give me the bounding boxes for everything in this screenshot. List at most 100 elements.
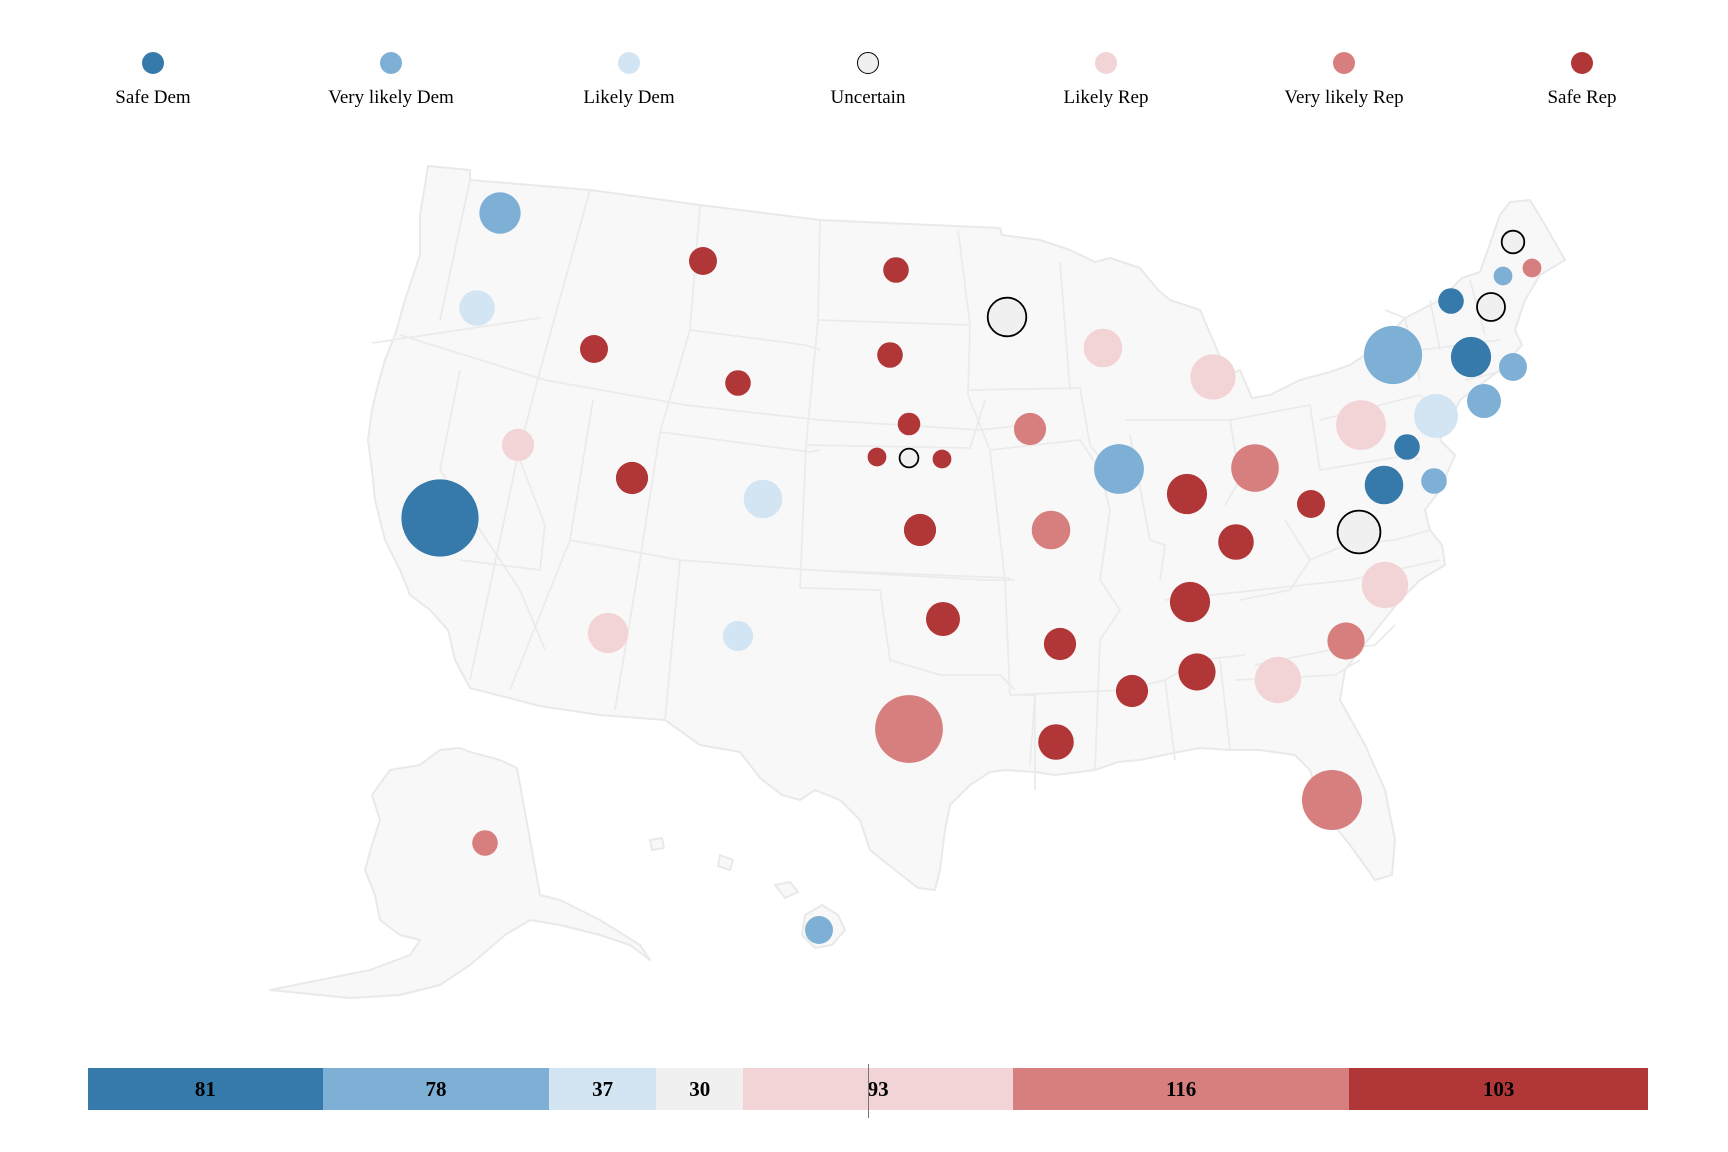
state-circle-mt[interactable]: MT (4): [689, 247, 717, 275]
alaska-outline: [269, 747, 651, 999]
legend-item-likely-dem: Likely Dem: [529, 48, 729, 109]
legend-item-likely-rep: Likely Rep: [1006, 48, 1206, 109]
state-circle-az[interactable]: AZ (11): [587, 612, 629, 654]
state-circle-nh[interactable]: NH (4): [1476, 292, 1506, 322]
legend-label: Safe Dem: [115, 87, 191, 108]
state-circle-wy[interactable]: WY (3): [725, 370, 751, 396]
bar-segment-safe-rep: 103: [1349, 1068, 1648, 1110]
us-map: WA (12) OR (8) CA (54) NV (6) ID (4) MT (4) WY…: [269, 165, 1566, 999]
state-circle-dc[interactable]: DC (3): [1394, 434, 1420, 460]
state-circle-ne-2[interactable]: NE-2 (1): [898, 447, 920, 469]
state-circle-md[interactable]: MD (10): [1364, 465, 1404, 505]
state-circle-nv[interactable]: NV (6): [501, 428, 535, 462]
legend-label: Very likely Dem: [328, 87, 454, 108]
state-circle-or[interactable]: OR (8): [459, 290, 495, 326]
state-circles: WA (12) OR (8) CA (54) NV (6) ID (4) MT (4) WY…: [401, 192, 1542, 944]
state-circle-hi[interactable]: HI (4): [805, 916, 833, 944]
bar-segment-very-likely-rep: 116: [1012, 1068, 1350, 1110]
majority-line: [868, 1064, 869, 1118]
map-background: [269, 165, 1566, 999]
bar-segment-likely-dem: 37: [549, 1068, 657, 1110]
state-circle-ok[interactable]: OK (7): [926, 602, 960, 636]
state-circle-me-1[interactable]: ME-1 (1): [1493, 266, 1513, 286]
state-circle-mo[interactable]: MO (10): [1031, 510, 1071, 550]
state-circle-nj[interactable]: NJ (14): [1414, 394, 1458, 438]
state-circle-vt[interactable]: VT (3): [1438, 288, 1464, 314]
state-circle-sd[interactable]: SD (3): [877, 342, 903, 368]
state-circle-ma[interactable]: MA (11): [1450, 336, 1492, 378]
state-circle-al[interactable]: AL (9): [1178, 653, 1216, 691]
bar-segment-value: 93: [867, 1076, 889, 1101]
legend-swatch: [1571, 52, 1593, 74]
legend-item-uncertain: Uncertain: [768, 48, 968, 109]
state-circle-ri[interactable]: RI (4): [1499, 353, 1527, 381]
state-circle-ak[interactable]: AK (3): [472, 830, 498, 856]
state-circle-tn[interactable]: TN (11): [1169, 581, 1211, 623]
bar-segment-safe-dem: 81: [88, 1068, 323, 1110]
bar-segment-likely-rep: 93: [743, 1068, 1013, 1110]
state-circle-id[interactable]: ID (4): [580, 335, 608, 363]
legend-label: Uncertain: [830, 87, 906, 108]
state-circle-pa[interactable]: PA (19): [1336, 400, 1386, 450]
legend-swatch: [1333, 52, 1355, 74]
state-circle-me[interactable]: ME (2): [1500, 229, 1526, 255]
state-circle-ny[interactable]: NY (28): [1363, 325, 1423, 385]
bar-segment-very-likely-dem: 78: [322, 1068, 550, 1110]
state-circle-ut[interactable]: UT (6): [615, 461, 649, 495]
state-circle-ne[interactable]: NE (2): [897, 412, 921, 436]
state-circle-ar[interactable]: AR (6): [1043, 627, 1077, 661]
contiguous-us-outline: [367, 165, 1566, 891]
legend-label: Likely Dem: [583, 87, 675, 108]
bar-segment-uncertain: 30: [656, 1068, 744, 1110]
state-circle-mi[interactable]: MI (15): [1190, 354, 1236, 400]
state-circle-il[interactable]: IL (19): [1094, 444, 1144, 494]
legend-swatch: [380, 52, 402, 74]
hawaii-oahu: [717, 854, 734, 871]
state-circle-nd[interactable]: ND (3): [883, 257, 909, 283]
legend-swatch: [1095, 52, 1117, 74]
state-circle-ky[interactable]: KY (8): [1218, 524, 1254, 560]
bar-segment-value: 78: [425, 1076, 447, 1101]
bar-segment-value: 103: [1482, 1076, 1515, 1101]
hawaii-maui: [774, 881, 799, 899]
bar-segment-value: 116: [1165, 1076, 1197, 1101]
state-circle-tx[interactable]: TX (40): [875, 695, 943, 763]
legend-swatch: [618, 52, 640, 74]
legend-item-safe-dem: Safe Dem: [53, 48, 253, 109]
state-borders: [371, 179, 1501, 790]
legend-label: Very likely Rep: [1284, 87, 1404, 108]
state-circle-sc[interactable]: SC (9): [1327, 622, 1365, 660]
legend-label: Safe Rep: [1547, 87, 1617, 108]
state-circle-la[interactable]: LA (8): [1038, 724, 1074, 760]
state-circle-de[interactable]: DE (3): [1421, 468, 1447, 494]
state-circle-ms[interactable]: MS (6): [1115, 674, 1149, 708]
summary-bar: 81 78 37 30 93 116 103: [88, 1068, 1648, 1110]
bar-segment-value: 81: [194, 1076, 216, 1101]
state-circle-ca[interactable]: CA (54): [401, 479, 479, 557]
state-circle-ga[interactable]: GA (16): [1254, 656, 1302, 704]
state-circle-co[interactable]: CO (10): [743, 479, 783, 519]
state-circle-ks[interactable]: KS (6): [903, 513, 937, 547]
state-circle-wv[interactable]: WV (4): [1297, 490, 1325, 518]
state-circle-in[interactable]: IN (11): [1166, 473, 1208, 515]
state-circle-nm[interactable]: NM (5): [722, 620, 754, 652]
state-circle-oh[interactable]: OH (17): [1231, 444, 1279, 492]
state-circle-me-2[interactable]: ME-2 (1): [1522, 258, 1542, 278]
state-circle-wi[interactable]: WI (10): [1083, 328, 1123, 368]
legend-label: Likely Rep: [1063, 87, 1149, 108]
legend-swatch: [142, 52, 164, 74]
bar-segment-value: 37: [592, 1076, 614, 1101]
state-circle-ne-3[interactable]: NE-3 (1): [932, 449, 952, 469]
state-circle-nc[interactable]: NC (16): [1361, 561, 1409, 609]
state-circle-va[interactable]: VA (13): [1336, 509, 1382, 555]
legend-item-safe-rep: Safe Rep: [1482, 48, 1682, 109]
legend-item-very-likely-dem: Very likely Dem: [291, 48, 491, 109]
bar-segment-value: 30: [689, 1076, 711, 1101]
state-circle-wa[interactable]: WA (12): [479, 192, 521, 234]
state-circle-ia[interactable]: IA (6): [1013, 412, 1047, 446]
state-circle-ct[interactable]: CT (7): [1467, 384, 1501, 418]
state-circle-mn[interactable]: MN (10): [986, 296, 1028, 338]
legend-item-very-likely-rep: Very likely Rep: [1244, 48, 1444, 109]
state-circle-ne-1[interactable]: NE-1 (1): [867, 447, 887, 467]
state-circle-fl[interactable]: FL (30): [1302, 770, 1362, 830]
